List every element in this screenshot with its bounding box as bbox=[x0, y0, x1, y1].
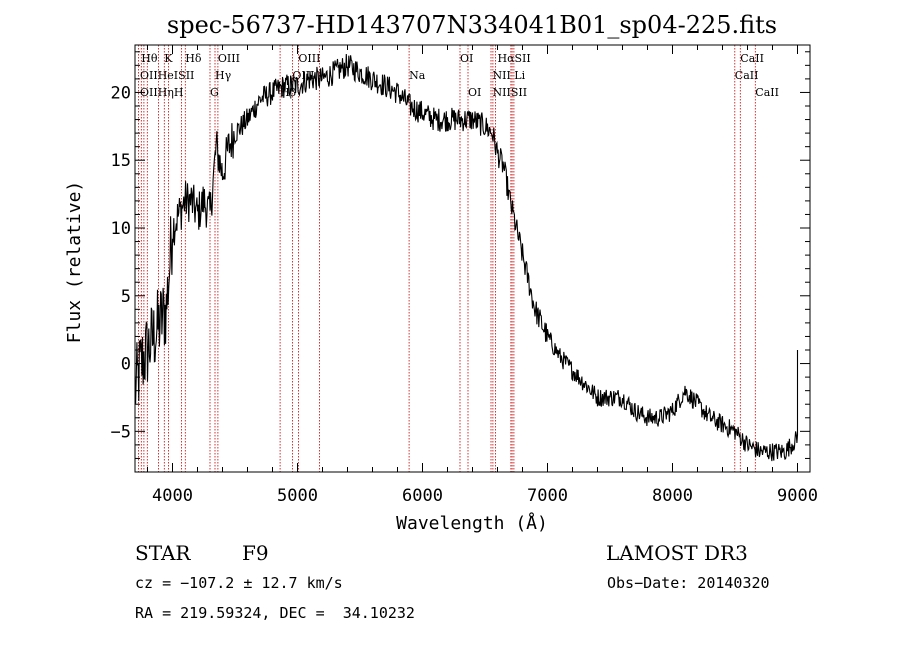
line-label: Hθ bbox=[141, 52, 158, 65]
y-tick-label: 20 bbox=[111, 83, 131, 103]
line-label: CaII bbox=[740, 52, 764, 65]
line-label: OIII bbox=[298, 52, 320, 65]
redshift-info: cz = −107.2 ± 12.7 km/s bbox=[135, 574, 343, 592]
y-tick-label: 0 bbox=[121, 355, 131, 375]
coordinates: RA = 219.59324, DEC = 34.10232 bbox=[135, 604, 415, 622]
survey-label: LAMOST DR3 bbox=[606, 541, 748, 565]
line-label: NII Li bbox=[493, 69, 526, 82]
line-label: OI bbox=[460, 52, 473, 65]
emission-line-markers bbox=[137, 45, 756, 472]
x-tick-label: 4000 bbox=[152, 486, 193, 506]
y-tick-label: 10 bbox=[111, 219, 131, 239]
line-label: Hγ bbox=[215, 69, 232, 82]
line-label: Na bbox=[409, 69, 426, 82]
line-label: OI bbox=[468, 86, 481, 99]
line-label: G bbox=[210, 86, 219, 99]
x-tick-label: 8000 bbox=[652, 486, 693, 506]
subclass: F9 bbox=[242, 541, 269, 565]
object-class: STAR bbox=[135, 541, 191, 565]
line-label: OIIHeISII bbox=[140, 69, 194, 82]
line-label: CaII bbox=[735, 69, 759, 82]
y-tick-label: 5 bbox=[121, 287, 131, 307]
x-axis: 4000 5000 6000 7000 8000 9000 bbox=[147, 45, 818, 506]
line-label: OIII bbox=[218, 52, 240, 65]
x-tick-label: 9000 bbox=[777, 486, 818, 506]
x-axis-label: Wavelength (Å) bbox=[396, 512, 548, 534]
x-tick-label: 6000 bbox=[402, 486, 443, 506]
obs-date: Obs−Date: 20140320 bbox=[607, 574, 770, 592]
y-axis-label: Flux (relative) bbox=[64, 181, 85, 344]
line-label: CaII bbox=[755, 86, 779, 99]
plot-frame bbox=[134, 44, 811, 473]
y-tick-label: −5 bbox=[111, 422, 131, 442]
x-tick-label: 7000 bbox=[527, 486, 568, 506]
line-label: HαSII bbox=[498, 52, 531, 65]
x-tick-label: 5000 bbox=[277, 486, 318, 506]
line-label: Hδ bbox=[185, 52, 202, 65]
line-label: OIIHηH bbox=[140, 86, 183, 99]
line-label: NIISII bbox=[493, 86, 528, 99]
y-axis: −5 0 5 10 15 20 bbox=[111, 51, 810, 459]
chart-title: spec-56737-HD143707N334041B01_sp04-225.f… bbox=[167, 11, 777, 39]
y-tick-label: 15 bbox=[111, 151, 131, 171]
spectrum-line bbox=[134, 53, 799, 462]
line-label: K bbox=[164, 52, 173, 65]
